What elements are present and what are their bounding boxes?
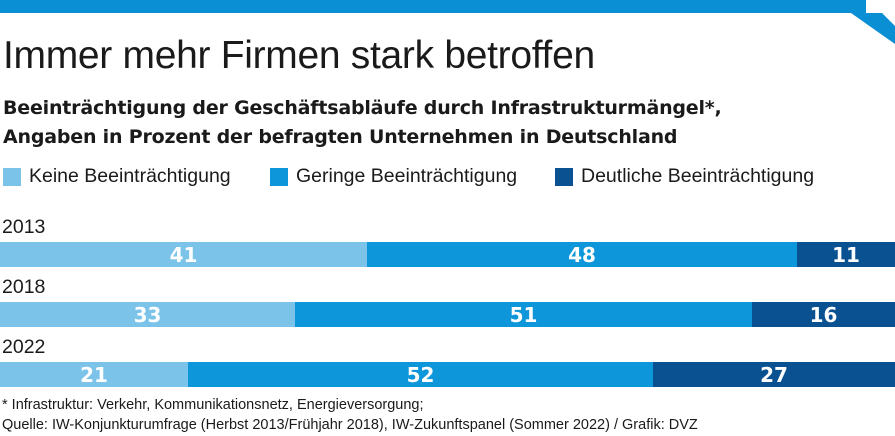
legend-swatch-geringe: [270, 168, 288, 186]
bar-segment-keine: [0, 302, 295, 327]
bar-value-label: 27: [760, 363, 788, 387]
source-line: Quelle: IW-Konjunkturumfrage (Herbst 201…: [2, 417, 698, 433]
bar-value-label: 52: [406, 363, 435, 387]
bar-value-label: 51: [509, 303, 538, 327]
bar-segment-keine: [0, 242, 367, 267]
bar-2018: 33 51 16: [0, 302, 895, 327]
year-label-2018: 2018: [2, 276, 46, 298]
bar-value-label: 21: [80, 363, 108, 387]
bar-2013: 41 48 11: [0, 242, 895, 267]
bar-2022: 21 52 27: [0, 362, 895, 387]
year-label-2013: 2013: [2, 216, 46, 238]
bar-value-label: 33: [133, 303, 162, 327]
bar-segment-geringe: [367, 242, 797, 267]
subtitle-line-2: Angaben in Prozent der befragten Unterne…: [3, 126, 678, 148]
bar-segment-geringe: [295, 302, 752, 327]
subtitle-line-1: Beeinträchtigung der Geschäftsabläufe du…: [3, 97, 722, 119]
corner-accent: [851, 13, 895, 44]
footnote: * Infrastruktur: Verkehr, Kommunikations…: [2, 397, 424, 413]
legend: Keine Beeinträchtigung Geringe Beeinträc…: [0, 165, 895, 187]
legend-swatch-deutliche: [555, 168, 573, 186]
bar-value-label: 48: [568, 243, 596, 267]
bar-segment-keine: [0, 362, 188, 387]
chart-title: Immer mehr Firmen stark betroffen: [3, 34, 595, 77]
bar-segment-geringe: [188, 362, 653, 387]
legend-label-keine: Keine Beeinträchtigung: [29, 165, 231, 187]
bar-value-label: 16: [809, 303, 838, 327]
legend-label-deutliche: Deutliche Beeinträchtigung: [581, 165, 815, 187]
legend-swatch-keine: [3, 168, 21, 186]
bar-segment-deutliche: [797, 242, 895, 267]
bar-segment-deutliche: [752, 302, 895, 327]
bar-value-label: 41: [169, 243, 198, 267]
bar-segment-deutliche: [653, 362, 895, 387]
year-label-2022: 2022: [2, 336, 46, 358]
top-accent-bar: [0, 0, 866, 13]
bar-value-label: 11: [832, 243, 860, 267]
chart-subtitle: Beeinträchtigung der Geschäftsabläufe du…: [3, 94, 722, 152]
legend-label-geringe: Geringe Beeinträchtigung: [296, 165, 518, 187]
